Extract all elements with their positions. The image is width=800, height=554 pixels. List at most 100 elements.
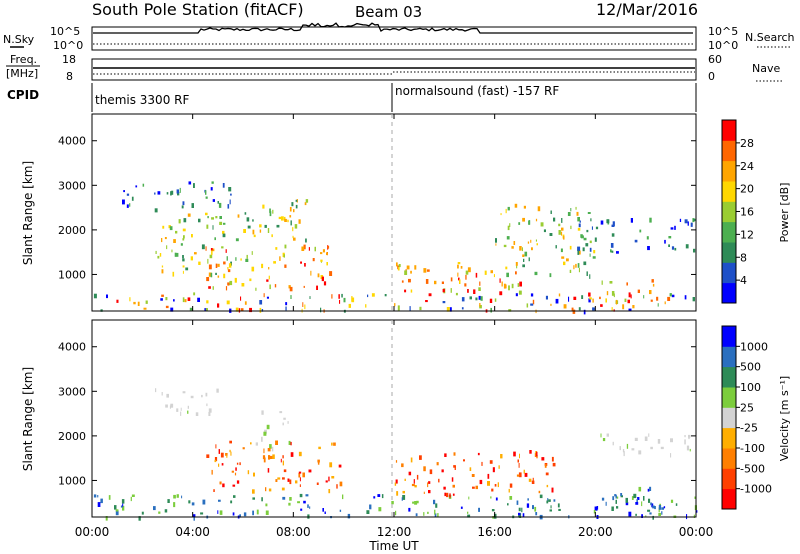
data-cell	[217, 263, 220, 267]
data-cell	[615, 495, 617, 499]
data-cell	[687, 221, 689, 226]
data-cell	[505, 208, 507, 214]
data-cell	[171, 249, 173, 253]
data-cell	[613, 293, 615, 298]
nsearch-tick-top: 10^5	[708, 25, 738, 38]
data-cell	[210, 272, 213, 278]
data-cell	[401, 497, 403, 501]
data-cell	[425, 300, 428, 303]
data-cell	[263, 457, 266, 463]
data-cell	[267, 228, 270, 233]
data-cell	[593, 250, 596, 254]
data-cell	[394, 482, 397, 486]
data-cell	[611, 224, 615, 227]
data-cell	[463, 459, 465, 462]
data-cell	[518, 290, 522, 295]
data-cell	[689, 448, 691, 452]
data-cell	[195, 412, 199, 416]
nave-tick-bottom: 0	[708, 70, 715, 83]
data-cell	[669, 293, 672, 297]
data-cell	[461, 297, 465, 302]
data-cell	[651, 503, 654, 508]
data-cell	[457, 262, 461, 265]
ytick-label: 3000	[58, 179, 86, 192]
data-cell	[131, 494, 135, 497]
data-cell	[546, 500, 549, 504]
data-cell	[561, 256, 565, 259]
data-cell	[255, 287, 257, 291]
data-cell	[441, 281, 444, 284]
data-cell	[298, 451, 302, 457]
data-cell	[271, 446, 274, 452]
data-cell	[240, 296, 242, 301]
data-cell	[670, 227, 674, 230]
colorbar-tick-label: 20	[740, 183, 754, 196]
xtick-label: 16:00	[477, 525, 512, 539]
data-cell	[215, 263, 218, 268]
data-cell	[632, 305, 635, 309]
data-cell	[161, 238, 163, 243]
data-cell	[339, 481, 343, 487]
data-cell	[187, 297, 191, 301]
data-cell	[182, 258, 185, 262]
data-cell	[244, 301, 247, 305]
data-cell	[214, 459, 217, 463]
data-cell	[558, 293, 561, 297]
data-cell	[543, 229, 546, 233]
data-cell	[300, 261, 302, 264]
data-cell	[215, 272, 217, 275]
colorbar-tick-label: 4	[740, 274, 747, 287]
data-cell	[249, 307, 252, 313]
data-cell	[620, 495, 623, 498]
data-cell	[630, 218, 633, 223]
data-cell	[283, 417, 286, 420]
data-cell	[498, 465, 500, 469]
data-cell	[545, 472, 549, 476]
data-cell	[155, 388, 157, 393]
data-cell	[442, 288, 445, 293]
data-cell	[283, 254, 285, 258]
data-cell	[670, 499, 674, 503]
data-cell	[304, 263, 306, 267]
data-cell	[289, 479, 292, 485]
data-cell	[624, 298, 627, 302]
data-cell	[578, 250, 581, 255]
data-cell	[190, 256, 193, 261]
data-cell	[309, 296, 311, 299]
data-cell	[592, 307, 595, 311]
data-cell	[172, 271, 175, 277]
data-cell	[668, 236, 672, 239]
data-cell	[126, 193, 130, 196]
data-cell	[491, 488, 494, 492]
data-cell	[303, 244, 306, 250]
data-cell	[320, 259, 323, 262]
data-cell	[475, 297, 478, 301]
data-cell	[120, 505, 123, 508]
power-scatter	[93, 181, 696, 315]
data-cell	[671, 246, 675, 250]
data-cell	[158, 511, 161, 514]
data-cell	[434, 513, 437, 518]
colorbar-tick-label: 24	[740, 160, 754, 173]
data-cell	[558, 508, 561, 511]
data-cell	[269, 284, 271, 290]
data-cell	[694, 496, 696, 499]
data-cell	[602, 438, 606, 442]
data-cell	[446, 492, 449, 498]
data-cell	[423, 466, 426, 472]
data-cell	[272, 209, 274, 214]
data-cell	[219, 510, 223, 515]
data-cell	[115, 510, 119, 516]
data-cell	[221, 463, 224, 466]
data-cell	[661, 507, 664, 510]
data-cell	[532, 505, 534, 510]
data-cell	[108, 495, 111, 500]
data-cell	[209, 254, 213, 259]
data-cell	[252, 510, 254, 516]
data-cell	[566, 258, 569, 262]
data-cell	[451, 477, 454, 482]
colorbar-swatch	[722, 160, 736, 182]
data-cell	[507, 225, 510, 231]
data-cell	[561, 231, 563, 236]
data-cell	[165, 404, 168, 408]
